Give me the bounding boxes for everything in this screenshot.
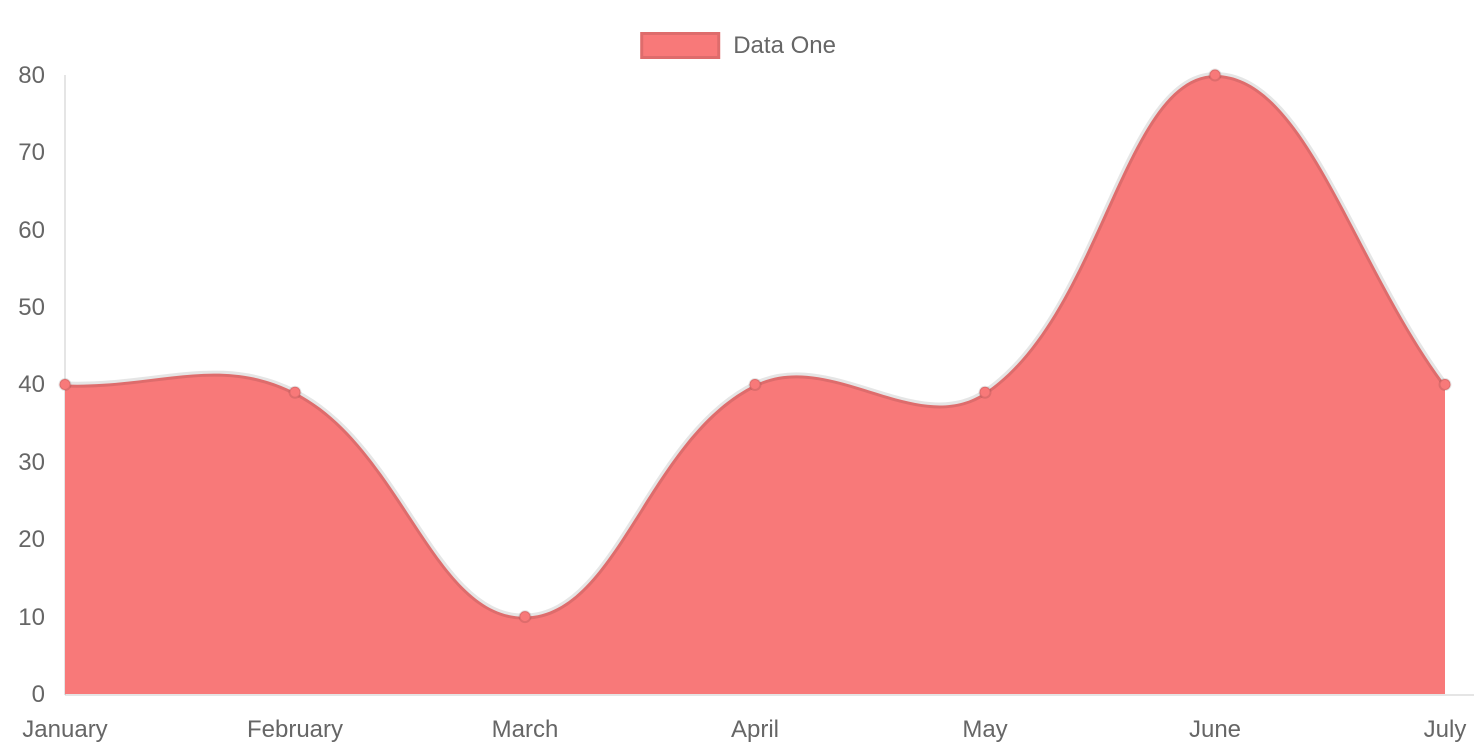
y-tick-label: 30 (18, 449, 45, 476)
data-point-july[interactable] (1438, 378, 1452, 391)
series-line (62, 72, 1448, 620)
y-tick-label: 50 (18, 294, 45, 321)
y-axis-tick-labels: 0 10 20 30 40 50 60 70 80 (18, 62, 45, 708)
x-tick-label: April (731, 716, 779, 743)
x-tick-label: January (22, 716, 107, 743)
y-tick-label: 80 (18, 62, 45, 89)
data-point-june[interactable] (1208, 68, 1222, 82)
x-tick-label: March (492, 716, 559, 743)
data-point-may[interactable] (978, 385, 992, 399)
legend-label: Data One (733, 32, 836, 59)
y-tick-label: 60 (18, 217, 45, 244)
data-points-group (58, 68, 1452, 624)
data-point-january[interactable] (58, 378, 72, 391)
legend-color-swatch (640, 32, 721, 59)
y-tick-label: 20 (18, 526, 45, 553)
y-tick-label: 40 (18, 371, 45, 398)
x-tick-label: June (1189, 716, 1241, 743)
data-point-february[interactable] (288, 385, 302, 399)
data-point-april[interactable] (748, 378, 762, 391)
data-point-march[interactable] (518, 610, 532, 624)
x-axis-tick-labels: January February March April May June Ju… (22, 716, 1466, 743)
x-tick-label: May (962, 716, 1007, 743)
y-tick-label: 0 (32, 681, 45, 708)
chart-legend-item[interactable]: Data One (640, 32, 836, 59)
y-tick-label: 10 (18, 604, 45, 631)
x-tick-label: February (247, 716, 343, 743)
x-tick-label: July (1424, 716, 1467, 743)
y-tick-label: 70 (18, 139, 45, 166)
